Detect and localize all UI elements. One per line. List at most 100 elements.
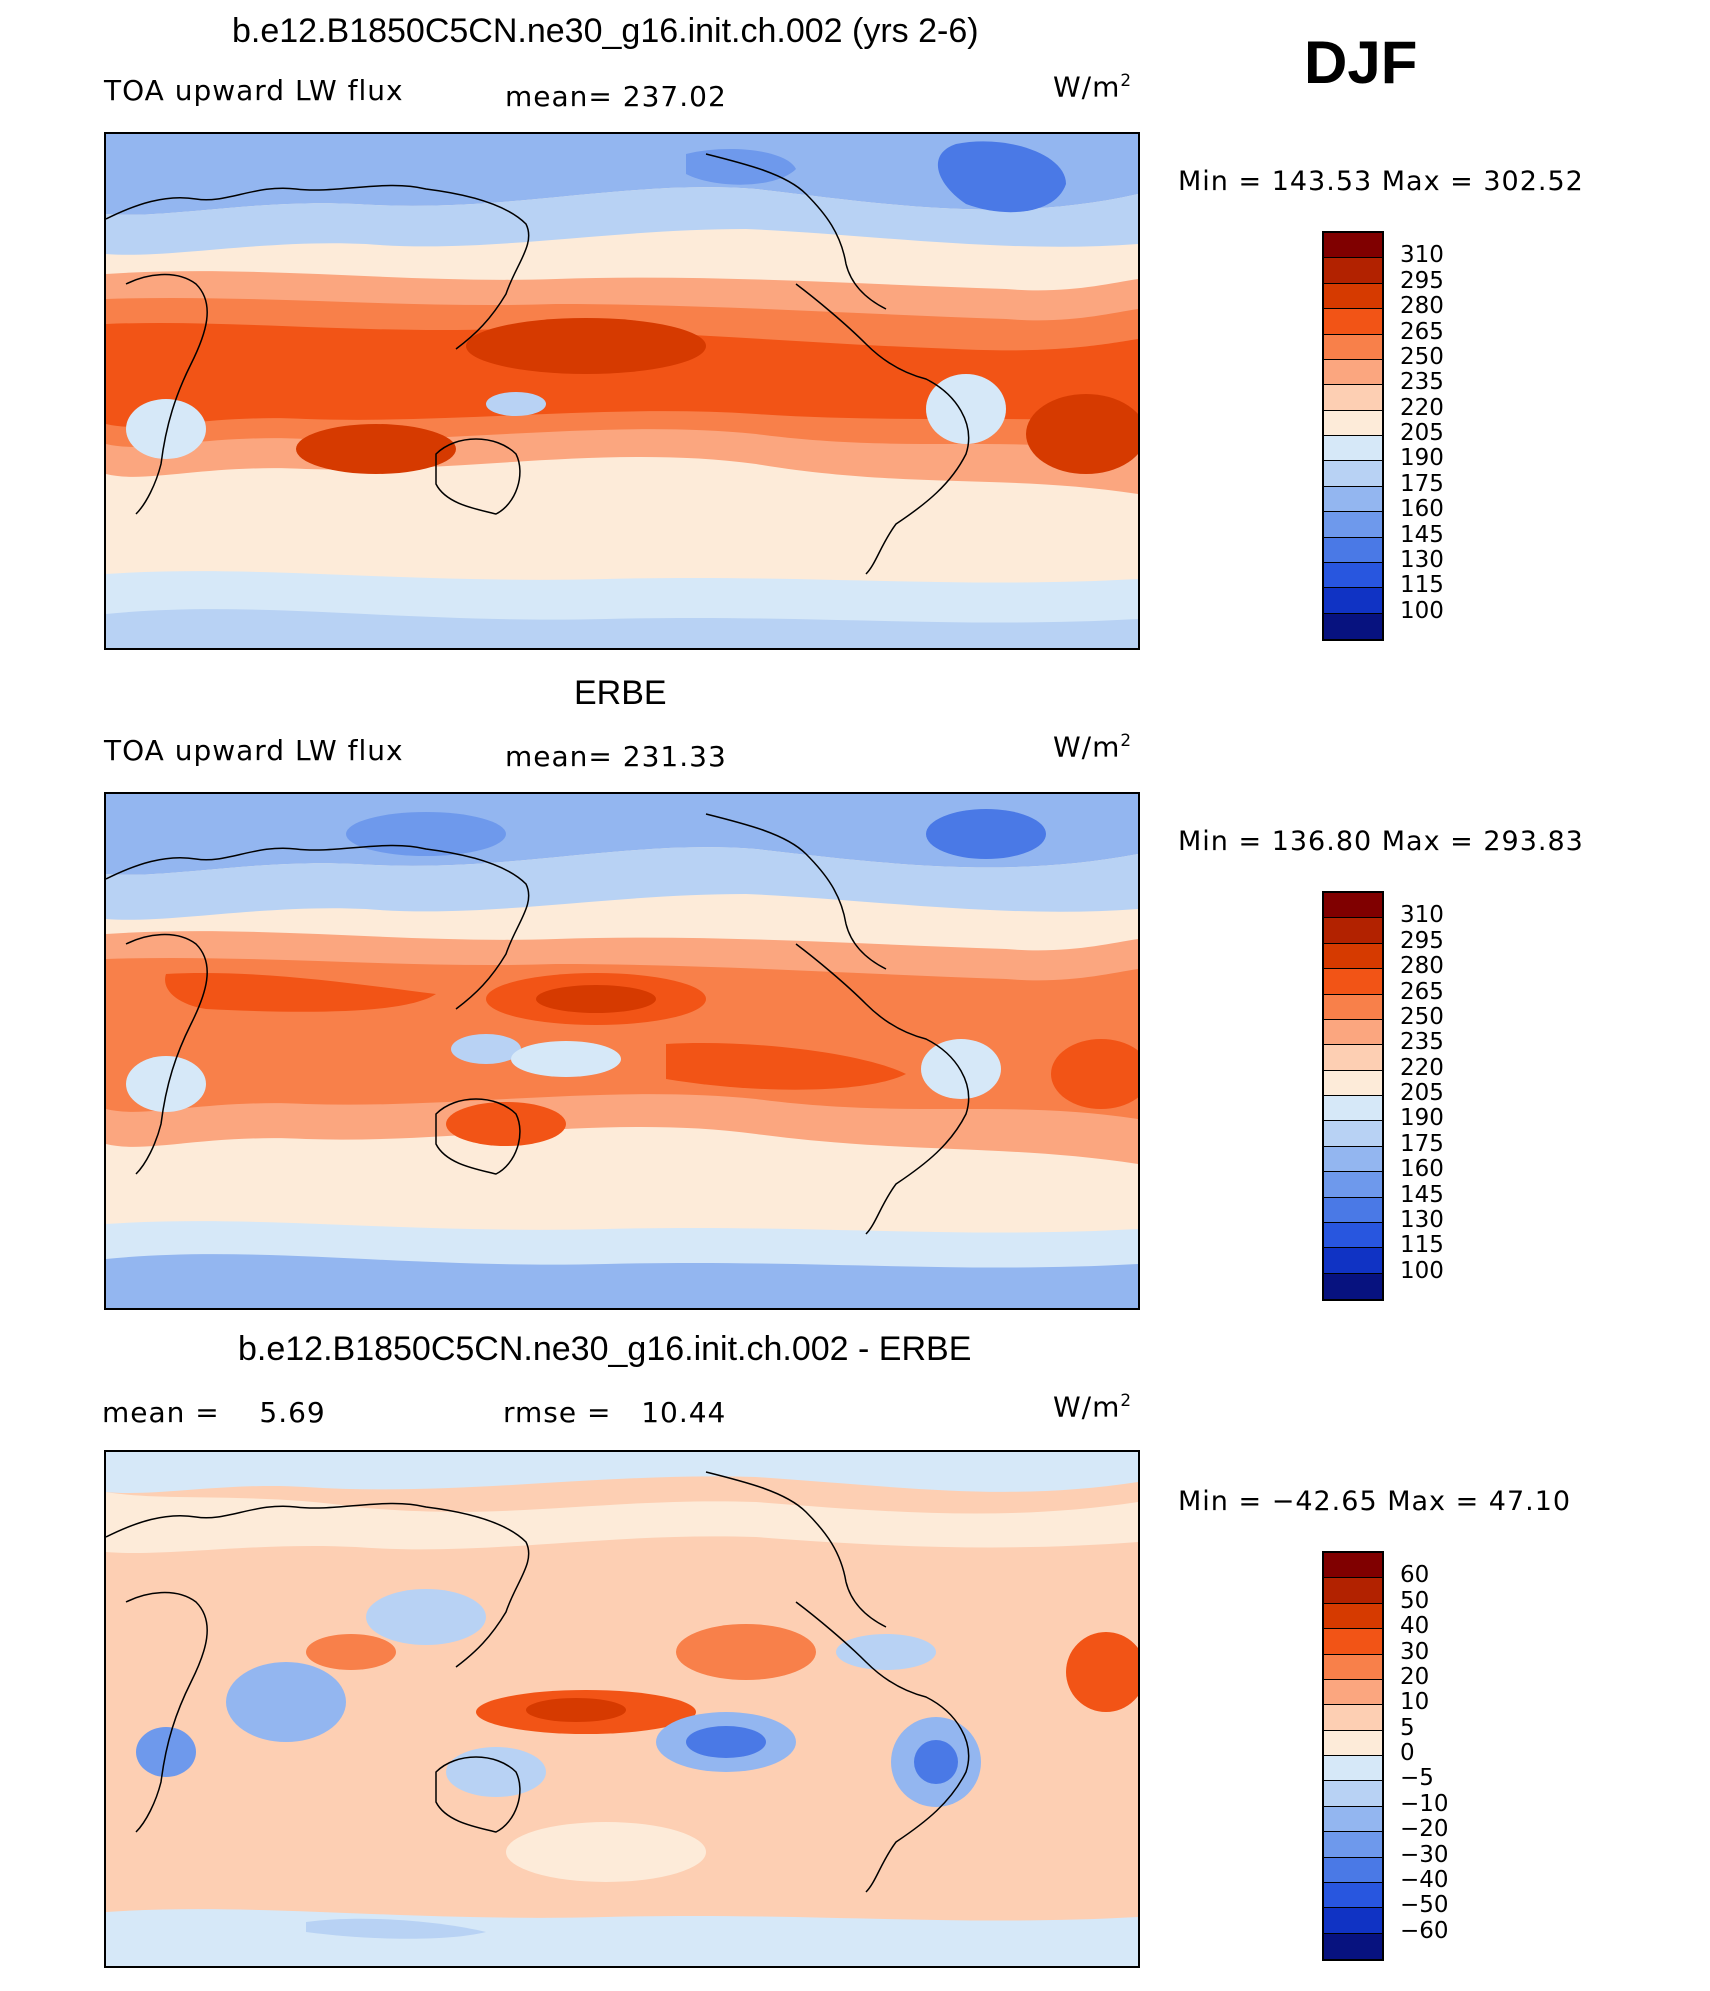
colorbar-tick-label: 20 <box>1400 1663 1430 1690</box>
units-exponent: 2 <box>1120 730 1133 750</box>
colorbar-swatch <box>1324 1730 1382 1756</box>
panel1-mean: mean= 237.02 <box>505 80 727 113</box>
panel2-field-label: TOA upward LW flux <box>104 734 404 767</box>
colorbar-swatch <box>1324 1273 1382 1299</box>
colorbar-tick-label: 130 <box>1400 546 1444 573</box>
panel3-mean-value: 5.69 <box>259 1396 326 1429</box>
colorbar-tick-label: 160 <box>1400 496 1444 523</box>
colorbar-swatch <box>1324 1045 1382 1071</box>
colorbar-swatch <box>1324 1781 1382 1807</box>
colorbar-tick-label: 50 <box>1400 1587 1430 1614</box>
colorbar-tick-label: 145 <box>1400 521 1444 548</box>
panel2-title: ERBE <box>574 674 667 712</box>
colorbar-tick-label: 265 <box>1400 978 1444 1005</box>
colorbar-swatch <box>1324 1832 1382 1858</box>
colorbar-swatch <box>1324 283 1382 310</box>
units-exponent: 2 <box>1120 70 1133 90</box>
panel1-minmax: Min = 143.53 Max = 302.52 <box>1178 166 1584 197</box>
colorbar-tick-label: −5 <box>1400 1765 1434 1792</box>
colorbar-tick-label: 115 <box>1400 572 1444 599</box>
colorbar-swatch <box>1324 918 1382 944</box>
colorbar-swatch <box>1324 537 1382 563</box>
colorbar-swatch <box>1324 359 1382 386</box>
panel3-mean: mean = 5.69 <box>102 1396 326 1429</box>
colorbar-swatch <box>1324 1629 1382 1655</box>
colorbar-tick-label: 0 <box>1400 1740 1415 1766</box>
colorbar-tick-label: 190 <box>1400 1105 1444 1132</box>
colorbar-tick-label: 295 <box>1400 267 1444 294</box>
colorbar-tick-label: 310 <box>1400 902 1444 929</box>
colorbar-tick-label: 160 <box>1400 1156 1444 1183</box>
colorbar-swatch <box>1324 588 1382 614</box>
colorbar-tick-label: 295 <box>1400 927 1444 954</box>
units-exponent: 2 <box>1120 1390 1133 1410</box>
colorbar-tick-label: 190 <box>1400 445 1444 472</box>
colorbar-swatch <box>1324 1121 1382 1147</box>
panel3-minmax: Min = −42.65 Max = 47.10 <box>1178 1486 1572 1517</box>
colorbar-tick-label: 250 <box>1400 1003 1444 1030</box>
colorbar-swatch <box>1324 1705 1382 1731</box>
colorbar-swatch <box>1324 461 1382 487</box>
colorbar-tick-label: 115 <box>1400 1232 1444 1259</box>
colorbar-swatch <box>1324 334 1382 360</box>
colorbar-swatch <box>1324 1222 1382 1249</box>
colorbar-tick-label: 280 <box>1400 953 1444 980</box>
colorbar-tick-label: 220 <box>1400 394 1444 421</box>
colorbar-tick-label: 10 <box>1400 1689 1430 1716</box>
units-text: W/m <box>1053 730 1121 764</box>
colorbar-swatch <box>1324 1146 1382 1173</box>
colorbar-tick-label: 145 <box>1400 1181 1444 1208</box>
panel1-colorbar <box>1322 231 1384 641</box>
colorbar-swatch <box>1324 1070 1382 1096</box>
panel2-minmax: Min = 136.80 Max = 293.83 <box>1178 826 1584 857</box>
colorbar-swatch <box>1324 1019 1382 1046</box>
units-text: W/m <box>1053 1390 1121 1424</box>
colorbar-tick-label: 100 <box>1400 1257 1444 1284</box>
panel1-mean-value: 237.02 <box>622 80 727 113</box>
colorbar-tick-label: −60 <box>1400 1917 1449 1944</box>
colorbar-swatch <box>1324 1172 1382 1198</box>
colorbar-tick-label: 310 <box>1400 242 1444 269</box>
colorbar-swatch <box>1324 385 1382 411</box>
colorbar-tick-label: 100 <box>1400 597 1444 624</box>
colorbar-tick-label: −20 <box>1400 1816 1449 1843</box>
colorbar-swatch <box>1324 1197 1382 1223</box>
panel3-rmse-value: 10.44 <box>641 1396 727 1429</box>
colorbar-tick-label: 250 <box>1400 343 1444 370</box>
colorbar-swatch <box>1324 562 1382 589</box>
colorbar-swatch <box>1324 1578 1382 1604</box>
panel3-rmse: rmse = 10.44 <box>503 1396 726 1429</box>
colorbar-tick-label: 60 <box>1400 1562 1430 1589</box>
colorbar-tick-label: −30 <box>1400 1841 1449 1868</box>
colorbar-tick-label: −10 <box>1400 1790 1449 1817</box>
panel2-units: W/m2 <box>1053 730 1132 763</box>
colorbar-swatch <box>1324 613 1382 639</box>
colorbar-swatch <box>1324 309 1382 335</box>
panel2-mean-value: 231.33 <box>622 740 727 773</box>
colorbar-swatch <box>1324 258 1382 284</box>
colorbar-swatch <box>1324 410 1382 436</box>
colorbar-tick-label: 40 <box>1400 1613 1430 1640</box>
colorbar-tick-label: 265 <box>1400 318 1444 345</box>
colorbar-swatch <box>1324 1553 1382 1579</box>
colorbar-swatch <box>1324 1096 1382 1122</box>
colorbar-swatch <box>1324 486 1382 513</box>
colorbar-swatch <box>1324 1806 1382 1833</box>
colorbar-swatch <box>1324 512 1382 538</box>
colorbar-tick-label: 220 <box>1400 1054 1444 1081</box>
panel3-units: W/m2 <box>1053 1390 1132 1423</box>
colorbar-swatch <box>1324 994 1382 1020</box>
colorbar-swatch <box>1324 1857 1382 1883</box>
colorbar-tick-label: 30 <box>1400 1638 1430 1665</box>
season-label: DJF <box>1304 29 1418 96</box>
colorbar-tick-label: −40 <box>1400 1866 1449 1893</box>
colorbar-tick-label: 235 <box>1400 369 1444 396</box>
colorbar-swatch <box>1324 1679 1382 1706</box>
colorbar-swatch <box>1324 436 1382 462</box>
colorbar-swatch <box>1324 1603 1382 1630</box>
colorbar-swatch <box>1324 943 1382 970</box>
colorbar-swatch <box>1324 893 1382 919</box>
panel3-mean-label: mean = <box>102 1396 220 1429</box>
colorbar-swatch <box>1324 233 1382 259</box>
colorbar-tick-label: −50 <box>1400 1892 1449 1919</box>
